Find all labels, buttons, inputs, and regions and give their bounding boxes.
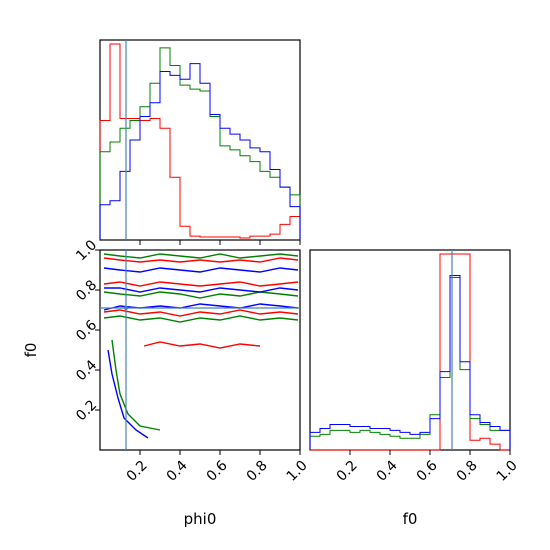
histogram-red [310,253,510,451]
contour-green [103,315,299,323]
y-tick-label: 0.2 [73,397,100,424]
histogram-green [99,47,301,240]
contour-blue [104,287,299,293]
y-tick-label: 0.6 [73,317,100,344]
x-tick-label: 0.4 [164,458,191,485]
x-tick-label: 1.0 [284,458,311,485]
x-tick-label: 1.0 [494,458,521,485]
x-tick-label: 0.4 [374,458,401,485]
histogram-blue [309,275,511,450]
phi0-histogram-panel [99,39,301,245]
contour-red [103,257,299,263]
panel-frame [99,249,301,451]
y-tick-label: 0.8 [73,277,100,304]
histogram-blue [99,63,301,240]
x-tick-label: 0.6 [204,458,231,485]
f0-histogram-panel: 0.2 0.4 0.6 0.8 1.0 [309,249,521,485]
contour-blue [107,349,149,439]
contour-red [103,281,299,287]
x-tick-label: 0.6 [414,458,441,485]
y-tick-label: 0.4 [73,357,100,384]
contour-blue [103,267,299,273]
x-tick-label: 0.8 [454,458,481,485]
x-axis-label-f0: f0 [403,510,418,528]
histogram-green [309,277,511,450]
histogram-red [99,43,301,240]
x-tick-label: 0.8 [244,458,271,485]
contour-red [103,309,299,317]
contour-blue [103,303,299,311]
contour-green [111,339,161,431]
phi0-f0-contour-panel: 0.2 0.4 0.6 0.8 1.0 0.2 0.4 0.6 0.8 1.0 [73,237,311,485]
contour-green [103,291,299,299]
contour-green [103,253,299,259]
contour-red [143,341,261,349]
truth-marker [124,306,128,310]
x-tick-label: 0.2 [334,458,361,485]
y-axis-label-f0: f0 [22,343,40,358]
x-tick-label: 0.2 [124,458,151,485]
y-tick-label: 1.0 [73,237,100,264]
x-axis-label-phi0: phi0 [184,510,217,528]
